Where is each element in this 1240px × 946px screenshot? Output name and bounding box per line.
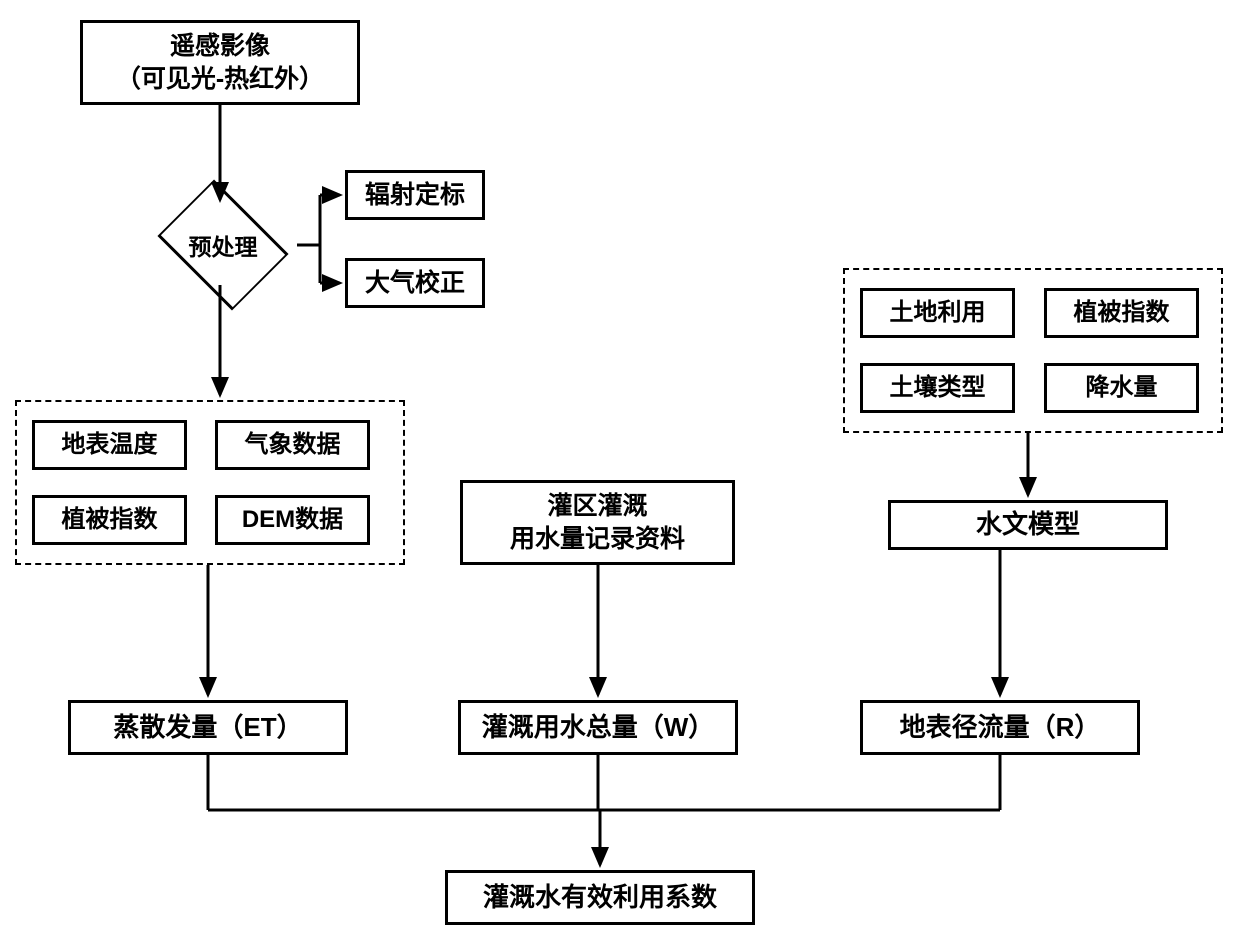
box-total-w: 灌溉用水总量（W）: [458, 700, 738, 755]
box-remote-sensing-input: 遥感影像 （可见光-热红外）: [80, 20, 360, 105]
label-lst: 地表温度: [62, 429, 158, 460]
label-et: 蒸散发量（ET）: [113, 711, 302, 745]
label-dem: DEM数据: [242, 504, 343, 535]
box-vi-right: 植被指数: [1044, 288, 1199, 338]
box-runoff-r: 地表径流量（R）: [860, 700, 1140, 755]
box-hydro-model: 水文模型: [888, 500, 1168, 550]
box-landuse: 土地利用: [860, 288, 1015, 338]
box-radiometric: 辐射定标: [345, 170, 485, 220]
label-line2: （可见光-热红外）: [116, 65, 324, 93]
label-hydro: 水文模型: [976, 508, 1080, 542]
label-irr-line1: 灌区灌溉: [547, 492, 647, 520]
label-precip: 降水量: [1086, 372, 1158, 403]
label-soil: 土壤类型: [890, 372, 986, 403]
label-line1: 遥感影像: [170, 32, 270, 60]
label-radiometric: 辐射定标: [365, 179, 465, 212]
box-precip: 降水量: [1044, 363, 1199, 413]
label-vi-right: 植被指数: [1074, 297, 1170, 328]
box-dem: DEM数据: [215, 495, 370, 545]
box-vi-left: 植被指数: [32, 495, 187, 545]
label-preprocess: 预处理: [189, 228, 258, 262]
label-landuse: 土地利用: [890, 297, 986, 328]
box-meteo: 气象数据: [215, 420, 370, 470]
box-lst: 地表温度: [32, 420, 187, 470]
label-vi-left: 植被指数: [62, 504, 158, 535]
label-runoff-r: 地表径流量（R）: [900, 711, 1101, 745]
label-atmospheric: 大气校正: [365, 267, 465, 300]
label-irr-line2: 用水量记录资料: [510, 525, 685, 553]
label-total-w: 灌溉用水总量（W）: [482, 711, 715, 745]
box-soil: 土壤类型: [860, 363, 1015, 413]
diamond-preprocess: 预处理: [138, 205, 308, 285]
box-irrigation-record: 灌区灌溉 用水量记录资料: [460, 480, 735, 565]
label-coefficient: 灌溉水有效利用系数: [483, 881, 717, 915]
label-meteo: 气象数据: [245, 429, 341, 460]
box-atmospheric: 大气校正: [345, 258, 485, 308]
box-et: 蒸散发量（ET）: [68, 700, 348, 755]
box-coefficient: 灌溉水有效利用系数: [445, 870, 755, 925]
